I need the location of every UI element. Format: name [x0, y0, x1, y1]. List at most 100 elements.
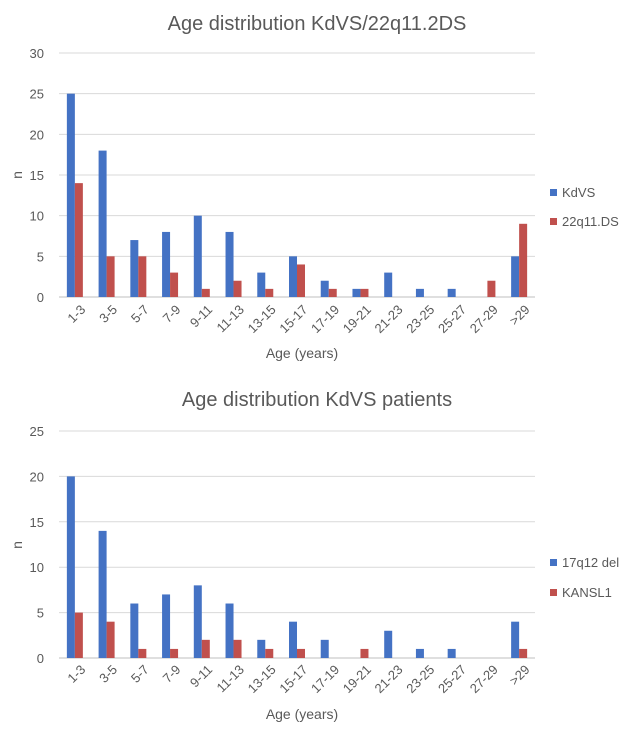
x-tick-label: 23-25	[403, 662, 437, 696]
x-tick-label: 21-23	[372, 662, 406, 696]
x-tick-label: 1-3	[64, 662, 88, 686]
bar-kansl1-5-7	[138, 648, 147, 658]
y-tick-label: 30	[30, 46, 44, 61]
bar-kansl1-7-9	[170, 648, 179, 658]
bar-kdvs-9-11	[193, 215, 202, 297]
bar-kdvs-19-21	[352, 288, 361, 297]
x-tick-label: 17-19	[308, 302, 342, 336]
x-tick-label: 7-9	[160, 662, 184, 686]
y-axis-label: n	[9, 541, 25, 549]
bar-kansl1-9-11	[201, 639, 210, 658]
bar-22q11-ds-3-5	[106, 256, 115, 297]
bar-kdvs-1-3	[66, 93, 75, 298]
bar-22q11-ds--29	[519, 223, 528, 297]
y-tick-label: 0	[37, 651, 44, 666]
bar-kdvs-15-17	[289, 256, 297, 297]
bar-kansl1-13-15	[265, 648, 274, 658]
legend-label: KANSL1	[562, 585, 612, 600]
bar-kdvs-25-27	[447, 288, 456, 297]
bar-kansl1-15-17	[297, 648, 305, 658]
x-tick-label: 13-15	[245, 662, 279, 696]
y-tick-label: 10	[30, 560, 44, 575]
bar-kdvs-21-23	[384, 272, 393, 297]
x-tick-label: 13-15	[245, 302, 279, 336]
legend-label: KdVS	[562, 185, 596, 200]
y-axis-label: n	[9, 171, 25, 179]
y-tick-label: 10	[30, 209, 44, 224]
bar-22q11-ds-13-15	[265, 288, 274, 297]
bar-22q11-ds-9-11	[201, 288, 210, 297]
bar-22q11-ds-17-19	[328, 288, 337, 297]
y-tick-label: 5	[37, 249, 44, 264]
bar-kdvs-17-19	[320, 280, 329, 297]
chart-age-distribution-kdvs-22q: Age distribution KdVS/22q11.2DS 0 5 10 15 20 2…	[9, 13, 619, 361]
x-tick-label: 19-21	[340, 302, 374, 336]
bar-17q12-del-21-23	[384, 630, 393, 658]
x-tick-label: 25-27	[435, 662, 469, 696]
bar-22q11-ds-5-7	[138, 256, 147, 297]
x-tick-label: 11-13	[214, 302, 247, 335]
bar-22q11-ds-19-21	[360, 288, 369, 297]
bar-22q11-ds-7-9	[170, 272, 179, 297]
x-tick-label: 9-11	[187, 662, 215, 690]
bar-22q11-ds-11-13	[233, 280, 242, 297]
x-tick-label: 5-7	[128, 662, 152, 686]
bar-kansl1-1-3	[74, 612, 83, 658]
x-axis-label: Age (years)	[266, 706, 338, 722]
bar-kdvs-3-5	[98, 150, 107, 297]
x-tick-label: 17-19	[308, 662, 342, 696]
x-axis-label: Age (years)	[266, 345, 338, 361]
bar-kdvs-13-15	[257, 272, 266, 297]
bar-17q12-del-3-5	[98, 530, 107, 658]
bar-17q12-del-11-13	[225, 603, 234, 658]
y-tick-label: 5	[37, 606, 44, 621]
x-tick-label: 27-29	[467, 302, 501, 336]
x-tick-label: 3-5	[96, 302, 120, 326]
bar-17q12-del-25-27	[447, 648, 456, 658]
bar-17q12-del-5-7	[130, 603, 139, 658]
bar-17q12-del-15-17	[289, 621, 297, 658]
chart-title: Age distribution KdVS patients	[182, 389, 452, 411]
x-tick-label: 3-5	[96, 662, 120, 686]
bar-kdvs-7-9	[162, 231, 171, 297]
bar-kansl1-19-21	[360, 648, 369, 658]
bar-22q11-ds-1-3	[74, 183, 83, 297]
legend-swatch	[550, 589, 557, 596]
legend-swatch	[550, 559, 557, 566]
x-tick-label: 27-29	[467, 662, 501, 696]
bar-kansl1-11-13	[233, 639, 242, 658]
x-tick-label: 5-7	[128, 302, 152, 326]
bar-17q12-del-23-25	[415, 648, 424, 658]
bar-22q11-ds-27-29	[487, 280, 496, 297]
bar-kdvs-5-7	[130, 240, 139, 297]
bar-kdvs-11-13	[225, 231, 234, 297]
bar-17q12-del--29	[511, 621, 520, 658]
legend-label: 22q11.DS	[562, 214, 619, 229]
y-tick-label: 15	[30, 515, 44, 530]
bar-kdvs--29	[511, 256, 520, 297]
x-tick-label: 9-11	[187, 302, 215, 330]
y-tick-label: 15	[30, 168, 44, 183]
legend-swatch	[550, 218, 557, 225]
x-tick-label: 15-17	[276, 302, 310, 336]
x-tick-label: 11-13	[214, 662, 247, 695]
x-tick-label: 23-25	[403, 302, 437, 336]
chart-title: Age distribution KdVS/22q11.2DS	[168, 13, 467, 35]
bar-22q11-ds-15-17	[297, 264, 305, 297]
y-tick-label: 20	[30, 127, 44, 142]
x-tick-label: 21-23	[372, 302, 406, 336]
y-tick-label: 20	[30, 469, 44, 484]
bar-kdvs-23-25	[415, 288, 424, 297]
x-tick-label: 7-9	[160, 302, 184, 326]
bar-17q12-del-13-15	[257, 639, 266, 658]
bar-17q12-del-17-19	[320, 639, 329, 658]
y-tick-label: 25	[30, 87, 44, 102]
x-tick-label: 15-17	[276, 662, 310, 696]
y-tick-label: 25	[30, 424, 44, 439]
bar-17q12-del-7-9	[162, 594, 171, 658]
legend-label: 17q12 del	[562, 555, 619, 570]
bar-kansl1-3-5	[106, 621, 115, 658]
x-tick-label: 1-3	[64, 302, 88, 326]
bar-17q12-del-1-3	[66, 476, 75, 658]
